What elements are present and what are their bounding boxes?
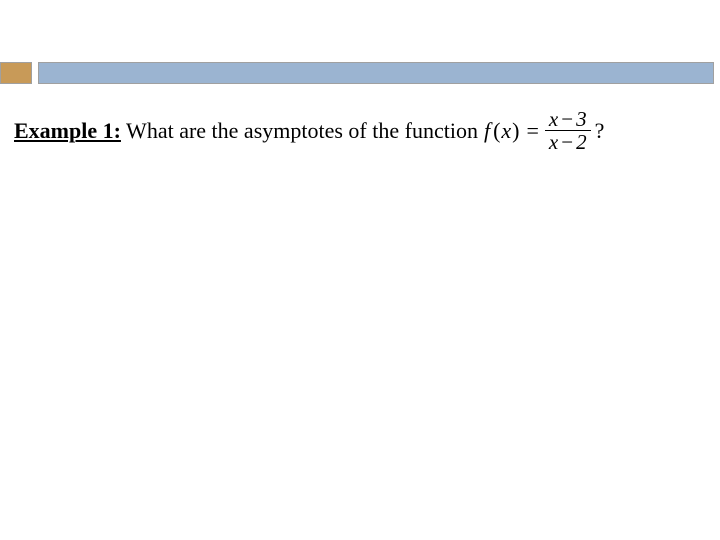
function-name: f <box>484 118 490 144</box>
function-arg: x <box>501 118 511 144</box>
accent-block <box>0 62 32 84</box>
den-op: − <box>558 130 576 154</box>
fraction: x−3 x−2 <box>545 108 591 153</box>
title-bar <box>38 62 714 84</box>
den-lhs: x <box>549 130 558 154</box>
example-label: Example 1: <box>14 118 121 143</box>
question-text: What are the asymptotes of the function <box>121 118 478 143</box>
numerator: x−3 <box>545 108 591 130</box>
denominator: x−2 <box>545 131 591 153</box>
num-lhs: x <box>549 107 558 131</box>
equals-sign: = <box>520 118 544 144</box>
header-bar <box>0 62 720 84</box>
content-row: Example 1: What are the asymptotes of th… <box>14 108 706 153</box>
den-rhs: 2 <box>576 130 587 154</box>
slide: Example 1: What are the asymptotes of th… <box>0 0 720 540</box>
equation: f ( x ) = x−3 x−2 ? <box>484 108 604 153</box>
num-op: − <box>558 107 576 131</box>
question-mark: ? <box>595 118 605 144</box>
close-paren: ) <box>511 118 520 144</box>
open-paren: ( <box>492 118 501 144</box>
num-rhs: 3 <box>576 107 587 131</box>
